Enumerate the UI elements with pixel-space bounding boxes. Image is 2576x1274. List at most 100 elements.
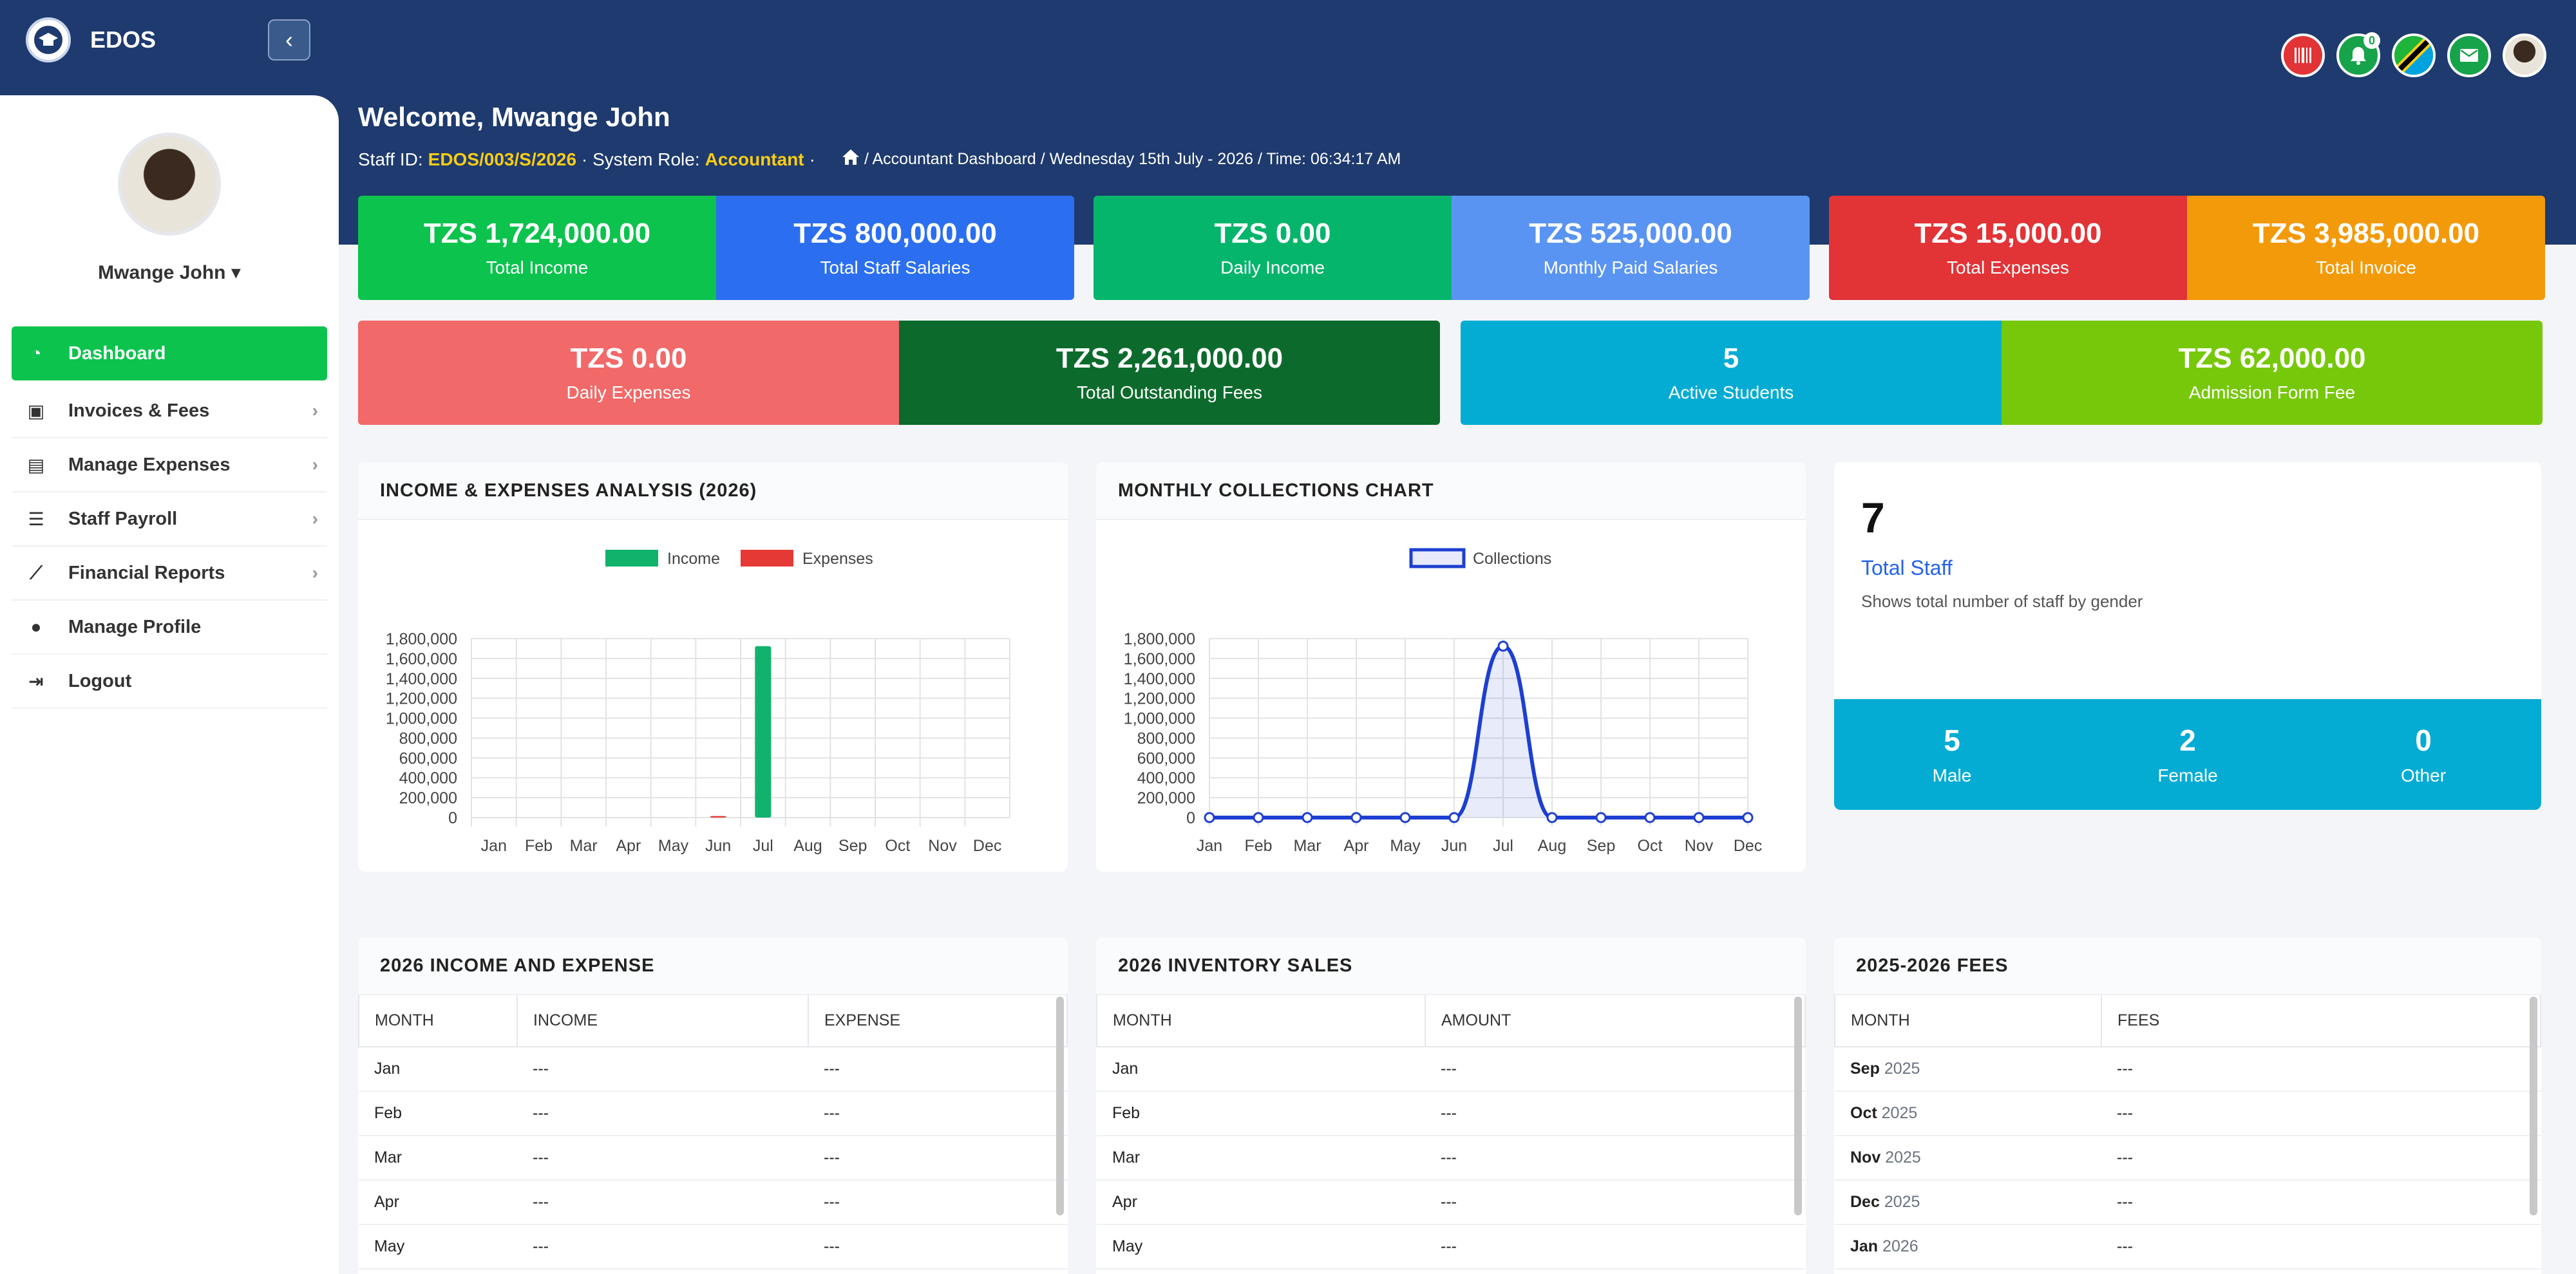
stat-value: TZS 800,000.00 xyxy=(793,218,997,249)
month-cell: Mar xyxy=(359,1136,517,1181)
month-cell: Jan xyxy=(359,1047,517,1092)
table-row: May --- --- xyxy=(359,1224,1067,1269)
legend-swatch xyxy=(605,550,658,567)
month-cell: Mar xyxy=(1097,1136,1425,1181)
sidebar-item-label: Staff Payroll xyxy=(68,508,178,529)
stat-label: Admission Form Fee xyxy=(2188,382,2356,402)
y-tick-label: 600,000 xyxy=(1137,749,1195,767)
sidebar-item-invoices[interactable]: ▣ Invoices & Fees › xyxy=(12,384,327,438)
x-tick-label: Jul xyxy=(1493,837,1513,855)
x-tick-label: Sep xyxy=(838,837,867,855)
point-nov xyxy=(1693,812,1705,823)
staff-gender-breakdown: 5 Male 2 Female 0 Other xyxy=(1834,699,2541,810)
stat-daily-income: TZS 0.00 Daily Income xyxy=(1094,196,1452,300)
month-cell: Apr xyxy=(359,1180,517,1225)
legend-label: Expenses xyxy=(802,550,873,568)
expense-cell: --- xyxy=(808,1180,1067,1225)
col-income: INCOME xyxy=(516,995,809,1047)
point-oct xyxy=(1644,812,1656,823)
flag-icon[interactable] xyxy=(2392,33,2436,77)
month-cell: Oct 2025 xyxy=(1835,1091,2101,1136)
y-tick-label: 1,200,000 xyxy=(1124,690,1195,708)
sidebar-item-profile[interactable]: ● Manage Profile xyxy=(12,601,327,655)
col-fees: FEES xyxy=(2101,995,2541,1047)
male-label: Male xyxy=(1932,765,1972,785)
role-label: · System Role: xyxy=(582,149,700,169)
brand-logo-icon xyxy=(26,17,71,62)
sidebar-item-dashboard[interactable]: ◔ Dashboard xyxy=(12,326,327,380)
separator: · xyxy=(809,149,815,169)
y-tick-label: 1,400,000 xyxy=(1124,670,1195,688)
staff-info: Staff ID: EDOS/003/S/2026 · System Role:… xyxy=(358,148,1401,171)
mail-icon[interactable] xyxy=(2447,33,2491,77)
month-cell: Nov 2025 xyxy=(1835,1136,2101,1181)
legend-label: Collections xyxy=(1473,550,1551,568)
month-cell: Jan xyxy=(1097,1047,1425,1092)
scrollbar[interactable] xyxy=(1794,997,1802,1215)
y-tick-label: 600,000 xyxy=(399,749,457,767)
expense-cell: --- xyxy=(808,1224,1067,1269)
col-month: MONTH xyxy=(358,995,518,1047)
profile: Mwange John ▾ xyxy=(0,95,339,284)
stat-label: Active Students xyxy=(1668,382,1794,402)
brand[interactable]: EDOS xyxy=(26,17,156,63)
home-icon[interactable] xyxy=(841,148,860,171)
brand-name: EDOS xyxy=(90,26,156,53)
stat-label: Monthly Paid Salaries xyxy=(1543,258,1718,277)
y-tick-label: 800,000 xyxy=(399,729,457,747)
chart-line-icon: ⟋ xyxy=(30,562,43,583)
y-tick-label: 1,000,000 xyxy=(1124,710,1195,728)
bar-expenses-jun xyxy=(710,816,726,818)
y-tick-label: 0 xyxy=(448,809,457,827)
staff-card-title[interactable]: Total Staff xyxy=(1861,556,1953,579)
table-row: Mar --- --- xyxy=(359,1136,1067,1181)
sidebar-item-expenses[interactable]: ▤ Manage Expenses › xyxy=(12,438,327,492)
sidebar-toggle-button[interactable]: ‹ xyxy=(268,19,310,61)
scrollbar[interactable] xyxy=(2530,997,2537,1215)
amount-cell: --- xyxy=(1425,1136,1805,1181)
stat-value: TZS 1,724,000.00 xyxy=(423,218,651,249)
point-jan xyxy=(1204,812,1215,823)
scrollbar[interactable] xyxy=(1056,997,1064,1215)
staff-card-desc: Shows total number of staff by gender xyxy=(1861,592,2143,611)
card-title: 2026 INVENTORY SALES xyxy=(1096,937,1806,995)
income-cell: --- xyxy=(517,1091,808,1136)
point-aug xyxy=(1546,812,1558,823)
fees-cell: --- xyxy=(2101,1180,2541,1225)
stat-value: TZS 3,985,000.00 xyxy=(2252,218,2480,249)
sidebar-item-payroll[interactable]: ☰ Staff Payroll › xyxy=(12,492,327,547)
notification-badge: 0 xyxy=(2363,32,2380,49)
sidebar-item-reports[interactable]: ⟋ Financial Reports › xyxy=(12,547,327,601)
y-tick-label: 1,800,000 xyxy=(386,630,457,648)
col-month: MONTH xyxy=(1096,995,1426,1047)
card-title: INCOME & EXPENSES ANALYSIS (2026) xyxy=(358,462,1068,520)
gender-male: 5 Male xyxy=(1834,699,2070,810)
table-row: Mar --- xyxy=(1097,1136,1805,1181)
stats-row-2: TZS 0.00 Daily Expenses TZS 2,261,000.00 T… xyxy=(358,321,2543,425)
fees-cell: --- xyxy=(2101,1047,2541,1092)
stat-label: Total Staff Salaries xyxy=(820,258,971,277)
point-dec xyxy=(1742,812,1754,823)
sidebar-nav: ◔ Dashboard ▣ Invoices & Fees › ▤ Manage Exp… xyxy=(0,326,339,709)
col-month: MONTH xyxy=(1834,995,2102,1047)
collections-chart-card: MONTHLY COLLECTIONS CHART 1,800,000 1,600… xyxy=(1096,462,1806,872)
user-menu[interactable]: Mwange John ▾ xyxy=(0,261,339,284)
y-tick-label: 1,600,000 xyxy=(386,650,457,668)
stat-active-students: 5 Active Students xyxy=(1461,321,2002,425)
payroll-icon: ☰ xyxy=(28,509,44,529)
stat-value: 5 xyxy=(1723,342,1739,374)
user-avatar[interactable] xyxy=(2503,33,2546,77)
table-row: Apr --- xyxy=(1097,1180,1805,1225)
fees-table: MONTH FEES Sep 2025 --- Oct 2025 --- Nov 2… xyxy=(1834,995,2541,1269)
y-tick-label: 1,600,000 xyxy=(1124,650,1195,668)
other-label: Other xyxy=(2400,765,2447,785)
inventory-table-card: 2026 INVENTORY SALES MONTH AMOUNT Jan ---… xyxy=(1096,937,1806,1274)
fees-cell: --- xyxy=(2101,1136,2541,1181)
income-cell: --- xyxy=(517,1047,808,1092)
bell-icon[interactable]: 0 xyxy=(2336,32,2380,77)
stat-label: Total Outstanding Fees xyxy=(1077,382,1262,402)
chevron-right-icon: › xyxy=(312,400,318,420)
barcode-icon[interactable] xyxy=(2281,33,2325,77)
sidebar-item-logout[interactable]: ⇥ Logout xyxy=(12,655,327,709)
point-feb xyxy=(1253,812,1264,823)
